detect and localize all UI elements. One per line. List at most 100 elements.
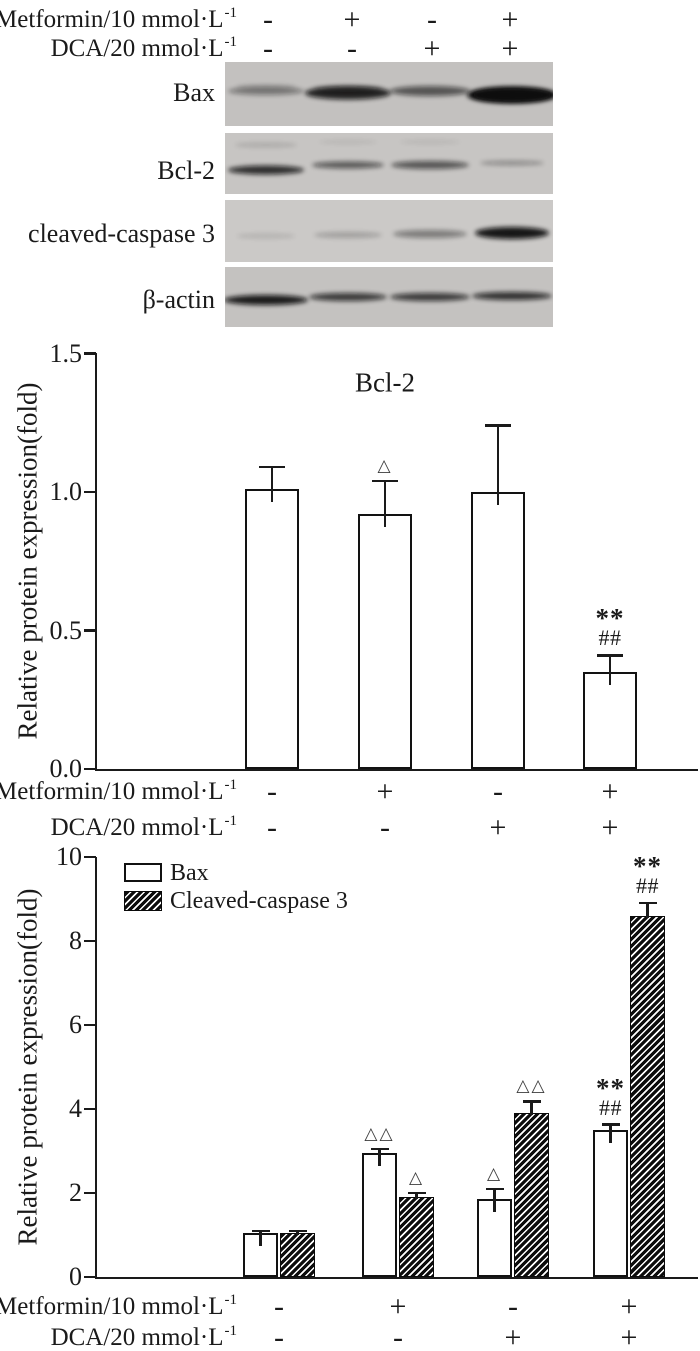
dose-sign: - <box>274 1321 284 1351</box>
error-bar-line <box>609 1124 612 1143</box>
dose-sign: + <box>501 32 519 65</box>
y-tick <box>84 490 96 494</box>
dose-sign: + <box>389 1290 407 1323</box>
dose-sign: + <box>489 811 507 844</box>
y-tick-label: 8 <box>69 926 82 955</box>
x-axis-line <box>94 769 698 772</box>
treatment-name-text: Metformin/10 mmol·L <box>0 1293 224 1320</box>
blot-band-lane-4 <box>472 292 552 300</box>
dose-sign: + <box>376 775 394 808</box>
treatment-row-label: DCA/20 mmol·L-1 <box>50 812 238 844</box>
significance-annotation: △ <box>487 1164 502 1183</box>
blot-strip-4 <box>225 267 553 327</box>
y-tick-label: 0.5 <box>49 615 83 645</box>
error-bar-cap <box>407 1191 426 1195</box>
bar-caspase-group-4 <box>630 915 665 1277</box>
error-bar-line <box>530 1101 533 1116</box>
blot-label-bax: Bax <box>173 78 215 107</box>
y-tick <box>84 1275 96 1279</box>
y-tick <box>84 1107 96 1111</box>
chart-title: Bcl-2 <box>355 367 415 398</box>
blot-band-lane-2 <box>314 232 382 238</box>
error-bar-cap <box>370 1147 389 1150</box>
blot-band-lane-2 <box>309 293 387 301</box>
significance-annotation: △ <box>377 456 392 475</box>
dose-sign: + <box>601 811 619 844</box>
blot-band-lane-1 <box>236 84 296 90</box>
bar-caspase-group-3 <box>514 1113 549 1277</box>
blot-band-lane-2 <box>313 86 383 92</box>
treatment-row-label: DCA/20 mmol·L-1 <box>51 1322 238 1351</box>
error-bar-line <box>496 425 500 505</box>
bar-bcl2-group-2 <box>358 514 412 769</box>
y-tick <box>84 352 96 355</box>
dose-sign: + <box>423 32 441 65</box>
error-bar-cap <box>259 465 285 469</box>
y-tick-label: 4 <box>69 1094 82 1123</box>
y-tick <box>84 855 96 859</box>
y-tick-label: 1.5 <box>49 338 83 368</box>
bar-bcl2-group-4 <box>583 672 637 769</box>
legend-swatch-bax <box>124 863 162 882</box>
blot-band-lane-1 <box>225 295 308 305</box>
bar-bcl2-group-1 <box>245 489 299 769</box>
blot-label-actin: β-actin <box>142 285 215 314</box>
blot-label-bcl2: Bcl-2 <box>157 156 215 185</box>
error-bar-line <box>378 1148 381 1167</box>
treatment-name-text: Metformin/10 mmol·L <box>0 6 224 33</box>
significance-annotation: △ <box>409 1168 424 1187</box>
blot-band-lane-4 <box>480 160 544 166</box>
error-bar-line <box>415 1193 418 1200</box>
dose-sign: + <box>620 1321 638 1351</box>
y-tick <box>84 939 96 943</box>
error-bar-cap <box>522 1100 541 1103</box>
error-bar-line <box>608 655 612 686</box>
y-tick-label: 1.0 <box>49 477 83 506</box>
treatment-row-label: Metformin/10 mmol·L-1 <box>0 1291 237 1323</box>
triangle-marker: △ <box>377 455 393 475</box>
x-axis-line <box>94 1277 698 1280</box>
y-axis-line <box>94 353 98 772</box>
treatment-row-label: Metformin/10 mmol·L-1 <box>0 776 238 808</box>
dose-sign: - <box>263 32 273 65</box>
triangle-marker: △△ <box>364 1123 395 1143</box>
treatment-unit-superscript: -1 <box>224 777 238 793</box>
y-tick <box>84 1191 96 1195</box>
y-tick-label: 6 <box>69 1010 82 1039</box>
y-axis-title: Relative protein expression(fold) <box>12 382 43 740</box>
dose-sign: - <box>263 3 273 36</box>
treatment-row-label: Metformin/10 mmol·L-1 <box>0 4 238 36</box>
dose-sign: + <box>504 1321 522 1351</box>
error-bar-line <box>296 1230 299 1235</box>
legend-swatch-caspase <box>124 891 162 911</box>
bar-bax-group-2 <box>362 1153 397 1277</box>
blot-band-lane-3 <box>390 86 470 96</box>
treatment-unit-superscript: -1 <box>224 813 238 829</box>
error-bar-line <box>259 1230 262 1246</box>
blot-band-lane-4 <box>475 227 549 239</box>
blot-band-lane-3 <box>391 161 469 169</box>
dose-sign: + <box>343 3 361 36</box>
treatment-unit-superscript: -1 <box>224 1323 238 1339</box>
error-bar-cap <box>288 1229 307 1232</box>
treatment-unit-superscript: -1 <box>224 5 238 21</box>
error-bar-line <box>270 467 274 503</box>
dose-sign: - <box>347 32 357 65</box>
dose-sign: + <box>601 775 619 808</box>
treatment-name-text: DCA/20 mmol·L <box>50 814 224 841</box>
blot-band-lane-1 <box>237 233 295 239</box>
error-bar-cap <box>597 654 623 657</box>
blot-band-lane-2 <box>312 161 384 169</box>
blot-strip-3 <box>225 200 553 262</box>
legend-label-caspase: Cleaved-caspase 3 <box>170 888 348 914</box>
bar-caspase-group-2 <box>399 1197 434 1277</box>
error-bar-cap <box>251 1229 270 1232</box>
legend-label-bax: Bax <box>170 860 209 886</box>
dose-sign: - <box>493 775 503 808</box>
blot-label-caspase: cleaved-caspase 3 <box>28 219 215 248</box>
significance-annotation: △△ <box>516 1076 546 1095</box>
y-tick-label: 10 <box>56 842 82 871</box>
y-tick <box>84 629 96 632</box>
significance-annotation: ** ## <box>633 853 662 897</box>
bar-bcl2-group-3 <box>471 492 525 769</box>
